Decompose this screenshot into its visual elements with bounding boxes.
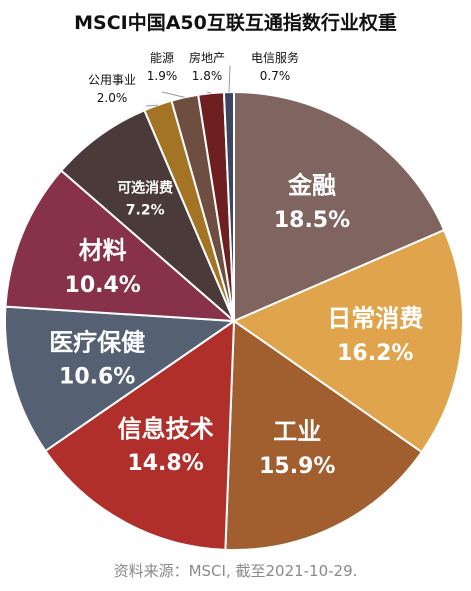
slice-label-name: 日常消费: [327, 305, 423, 333]
source-note: 资料来源：MSCI, 截至2021-10-29.: [113, 562, 358, 580]
slice-label-value: 1.8%: [192, 69, 223, 83]
slice-label-name: 可选消费: [117, 180, 173, 197]
slice-label-value: 1.9%: [147, 69, 178, 83]
slice-label-value: 0.7%: [260, 69, 291, 83]
slice-label-name: 医疗保健: [49, 328, 145, 356]
slice-label-value: 16.2%: [337, 341, 413, 366]
pie-slice: [44, 319, 236, 551]
pie-slices: [4, 90, 464, 551]
slice-label-name: 公用事业: [88, 73, 136, 87]
leader-lines: [145, 65, 231, 107]
slice-label-value: 14.8%: [127, 451, 203, 476]
leader-line: [206, 91, 212, 94]
pie-slice: [233, 90, 446, 323]
slice-label-name: 电信服务: [251, 50, 299, 65]
leader-line: [228, 65, 231, 93]
slice-label-value: 10.4%: [65, 273, 141, 298]
slice-label-value: 7.2%: [126, 203, 165, 219]
slice-label-value: 15.9%: [259, 454, 335, 479]
slice-label-name: 材料: [79, 237, 127, 265]
slice-labels: 金融 18.5% 日常消费 16.2% 工业 15.9% 信息技术 14.8% 医疗保健 10.6…: [49, 50, 423, 479]
slice-label-name: 能源: [150, 51, 174, 65]
slice-label-value: 2.0%: [97, 91, 128, 105]
slice-label-value: 10.6%: [59, 365, 135, 390]
slice-label-name: 工业: [273, 418, 321, 446]
slice-label-name: 金融: [287, 172, 336, 200]
chart-title: MSCI中国A50互联互通指数行业权重: [74, 12, 397, 34]
slice-label-value: 18.5%: [274, 208, 350, 233]
pie-slice: [4, 169, 237, 323]
pie-slice: [59, 108, 235, 322]
leader-line: [145, 104, 158, 107]
pie-slice: [4, 305, 237, 453]
leader-line: [161, 91, 185, 98]
slice-label-name: 信息技术: [118, 415, 214, 443]
slice-label-name: 房地产: [189, 50, 225, 65]
pie-slice: [224, 319, 424, 551]
pie-slice: [231, 228, 464, 454]
